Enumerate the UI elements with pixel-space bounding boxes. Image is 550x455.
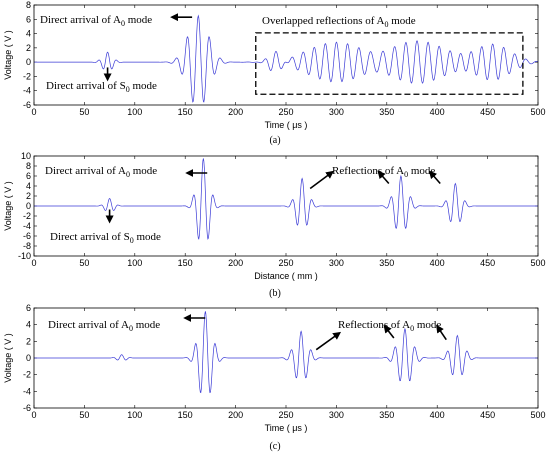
panel-b-ylabel: Voltage ( V ) (3, 181, 13, 231)
y-tick-label: 4 (26, 29, 31, 39)
x-tick-label: 350 (379, 410, 394, 420)
x-tick-label: 450 (480, 107, 495, 117)
panel-b: 0 50 100 150 200 250 300 350 400 450 500-10-8-6-4-… (3, 151, 546, 299)
x-tick-label: 50 (79, 258, 89, 268)
x-tick-label: 250 (278, 410, 293, 420)
y-tick-label: 2 (26, 43, 31, 53)
panel-b-reflection-arrows (309, 170, 441, 190)
x-tick-label: 350 (379, 107, 394, 117)
y-tick-label: 8 (26, 0, 31, 10)
panel-c-annotation-a0: Direct arrival of A0 mode (48, 319, 160, 333)
y-tick-label: -6 (23, 100, 31, 110)
reflection-arrow (436, 324, 447, 341)
x-tick-label: 450 (480, 258, 495, 268)
x-tick-label: 250 (278, 258, 293, 268)
panel-a-annotation-overlapped: Overlapped reflections of A0 mode (262, 15, 416, 29)
y-tick-label: -6 (23, 403, 31, 413)
panel-a-frame (33, 4, 539, 106)
x-tick-label: 400 (430, 410, 445, 420)
panel-c-ylabel: Voltage ( V ) (3, 333, 13, 383)
panel-c-reflection-arrows (315, 324, 447, 351)
x-tick-label: 400 (430, 107, 445, 117)
y-tick-label: 0 (26, 57, 31, 67)
x-tick-label: 100 (127, 410, 142, 420)
panel-c-label: (c) (269, 441, 280, 452)
reflection-arrow (428, 170, 441, 185)
panel-b-xlabel: Distance ( mm ) (254, 271, 318, 281)
panel-c-frame (33, 307, 539, 409)
x-tick-label: 250 (278, 107, 293, 117)
y-tick-label: 4 (26, 181, 31, 191)
x-tick-label: 350 (379, 258, 394, 268)
x-tick-label: 200 (228, 107, 243, 117)
x-tick-label: 400 (430, 258, 445, 268)
y-tick-label: -2 (23, 71, 31, 81)
y-tick-label: 2 (26, 191, 31, 201)
x-tick-label: 150 (178, 258, 193, 268)
panel-c-signal-line (34, 311, 538, 394)
y-tick-label: -4 (23, 386, 31, 396)
reflection-arrow (315, 331, 342, 351)
x-tick-label: 300 (329, 258, 344, 268)
reflection-arrow (383, 324, 395, 339)
panel-a-xlabel: Time ( μs ) (265, 120, 308, 130)
panel-b-signal-line (34, 158, 538, 240)
panel-a-ticks: 0 50 100 150 200 250 300 350 400 450 500 -6 -4 -2 0 2 4 6… (23, 0, 546, 117)
y-tick-label: 2 (26, 336, 31, 346)
panel-b-frame (33, 155, 539, 257)
y-tick-label: 10 (21, 151, 31, 161)
y-tick-label: 4 (26, 320, 31, 330)
x-tick-label: 0 (31, 258, 36, 268)
panel-a: 0 50 100 150 200 250 300 350 400 450 500 -6 -4 -2 0 2 4 6… (3, 0, 546, 146)
reflection-arrow (377, 170, 390, 185)
panel-c-annotation-reflections: Reflections of A0 mode (338, 319, 441, 333)
panel-b-label: (b) (269, 288, 281, 299)
x-tick-label: 50 (79, 107, 89, 117)
x-tick-label: 200 (228, 258, 243, 268)
panel-a-ylabel: Voltage ( V ) (3, 30, 13, 80)
y-tick-label: 0 (26, 353, 31, 363)
y-tick-label: 0 (26, 201, 31, 211)
panel-a-annotation-s0: Direct arrival of S0 mode (46, 80, 157, 94)
x-tick-label: 50 (79, 410, 89, 420)
x-tick-label: 150 (178, 107, 193, 117)
x-tick-label: 0 (31, 107, 36, 117)
reflection-arrow (309, 170, 334, 190)
y-tick-label: 8 (26, 161, 31, 171)
panel-b-annotation-reflections: Reflections of A0 mode (332, 165, 435, 179)
y-tick-label: 6 (26, 14, 31, 24)
y-tick-label: 6 (26, 171, 31, 181)
panel-a-highlight-box (255, 32, 524, 95)
x-tick-label: 0 (31, 410, 36, 420)
panel-a-signal-line (34, 14, 539, 103)
x-tick-label: 300 (329, 107, 344, 117)
y-tick-label: -10 (18, 251, 31, 261)
y-tick-label: -2 (23, 370, 31, 380)
x-tick-label: 450 (480, 410, 495, 420)
x-tick-label: 500 (530, 410, 545, 420)
y-tick-label: -4 (23, 221, 31, 231)
x-tick-label: 200 (228, 410, 243, 420)
x-tick-label: 500 (530, 258, 545, 268)
y-tick-label: -8 (23, 241, 31, 251)
panel-a-annotation-a0: Direct arrival of A0 mode (40, 14, 152, 28)
y-tick-label: -6 (23, 231, 31, 241)
panel-c: 0 50 100 150 200 250 300 350 400 450 500 -6 -4 -2 0 2 4 6… (3, 303, 546, 452)
x-tick-label: 500 (530, 107, 545, 117)
y-tick-label: 6 (26, 303, 31, 313)
panel-b-ticks: 0 50 100 150 200 250 300 350 400 450 500-10-8-6-4-… (18, 151, 546, 268)
panel-b-annotation-s0: Direct arrival of S0 mode (50, 231, 161, 245)
x-tick-label: 100 (127, 107, 142, 117)
y-tick-label: -4 (23, 86, 31, 96)
x-tick-label: 300 (329, 410, 344, 420)
panel-c-xlabel: Time ( μs ) (265, 423, 308, 433)
x-tick-label: 100 (127, 258, 142, 268)
x-tick-label: 150 (178, 410, 193, 420)
panel-b-annotation-a0: Direct arrival of A0 mode (45, 165, 157, 179)
y-tick-label: -2 (23, 211, 31, 221)
panel-a-label: (a) (269, 135, 280, 146)
